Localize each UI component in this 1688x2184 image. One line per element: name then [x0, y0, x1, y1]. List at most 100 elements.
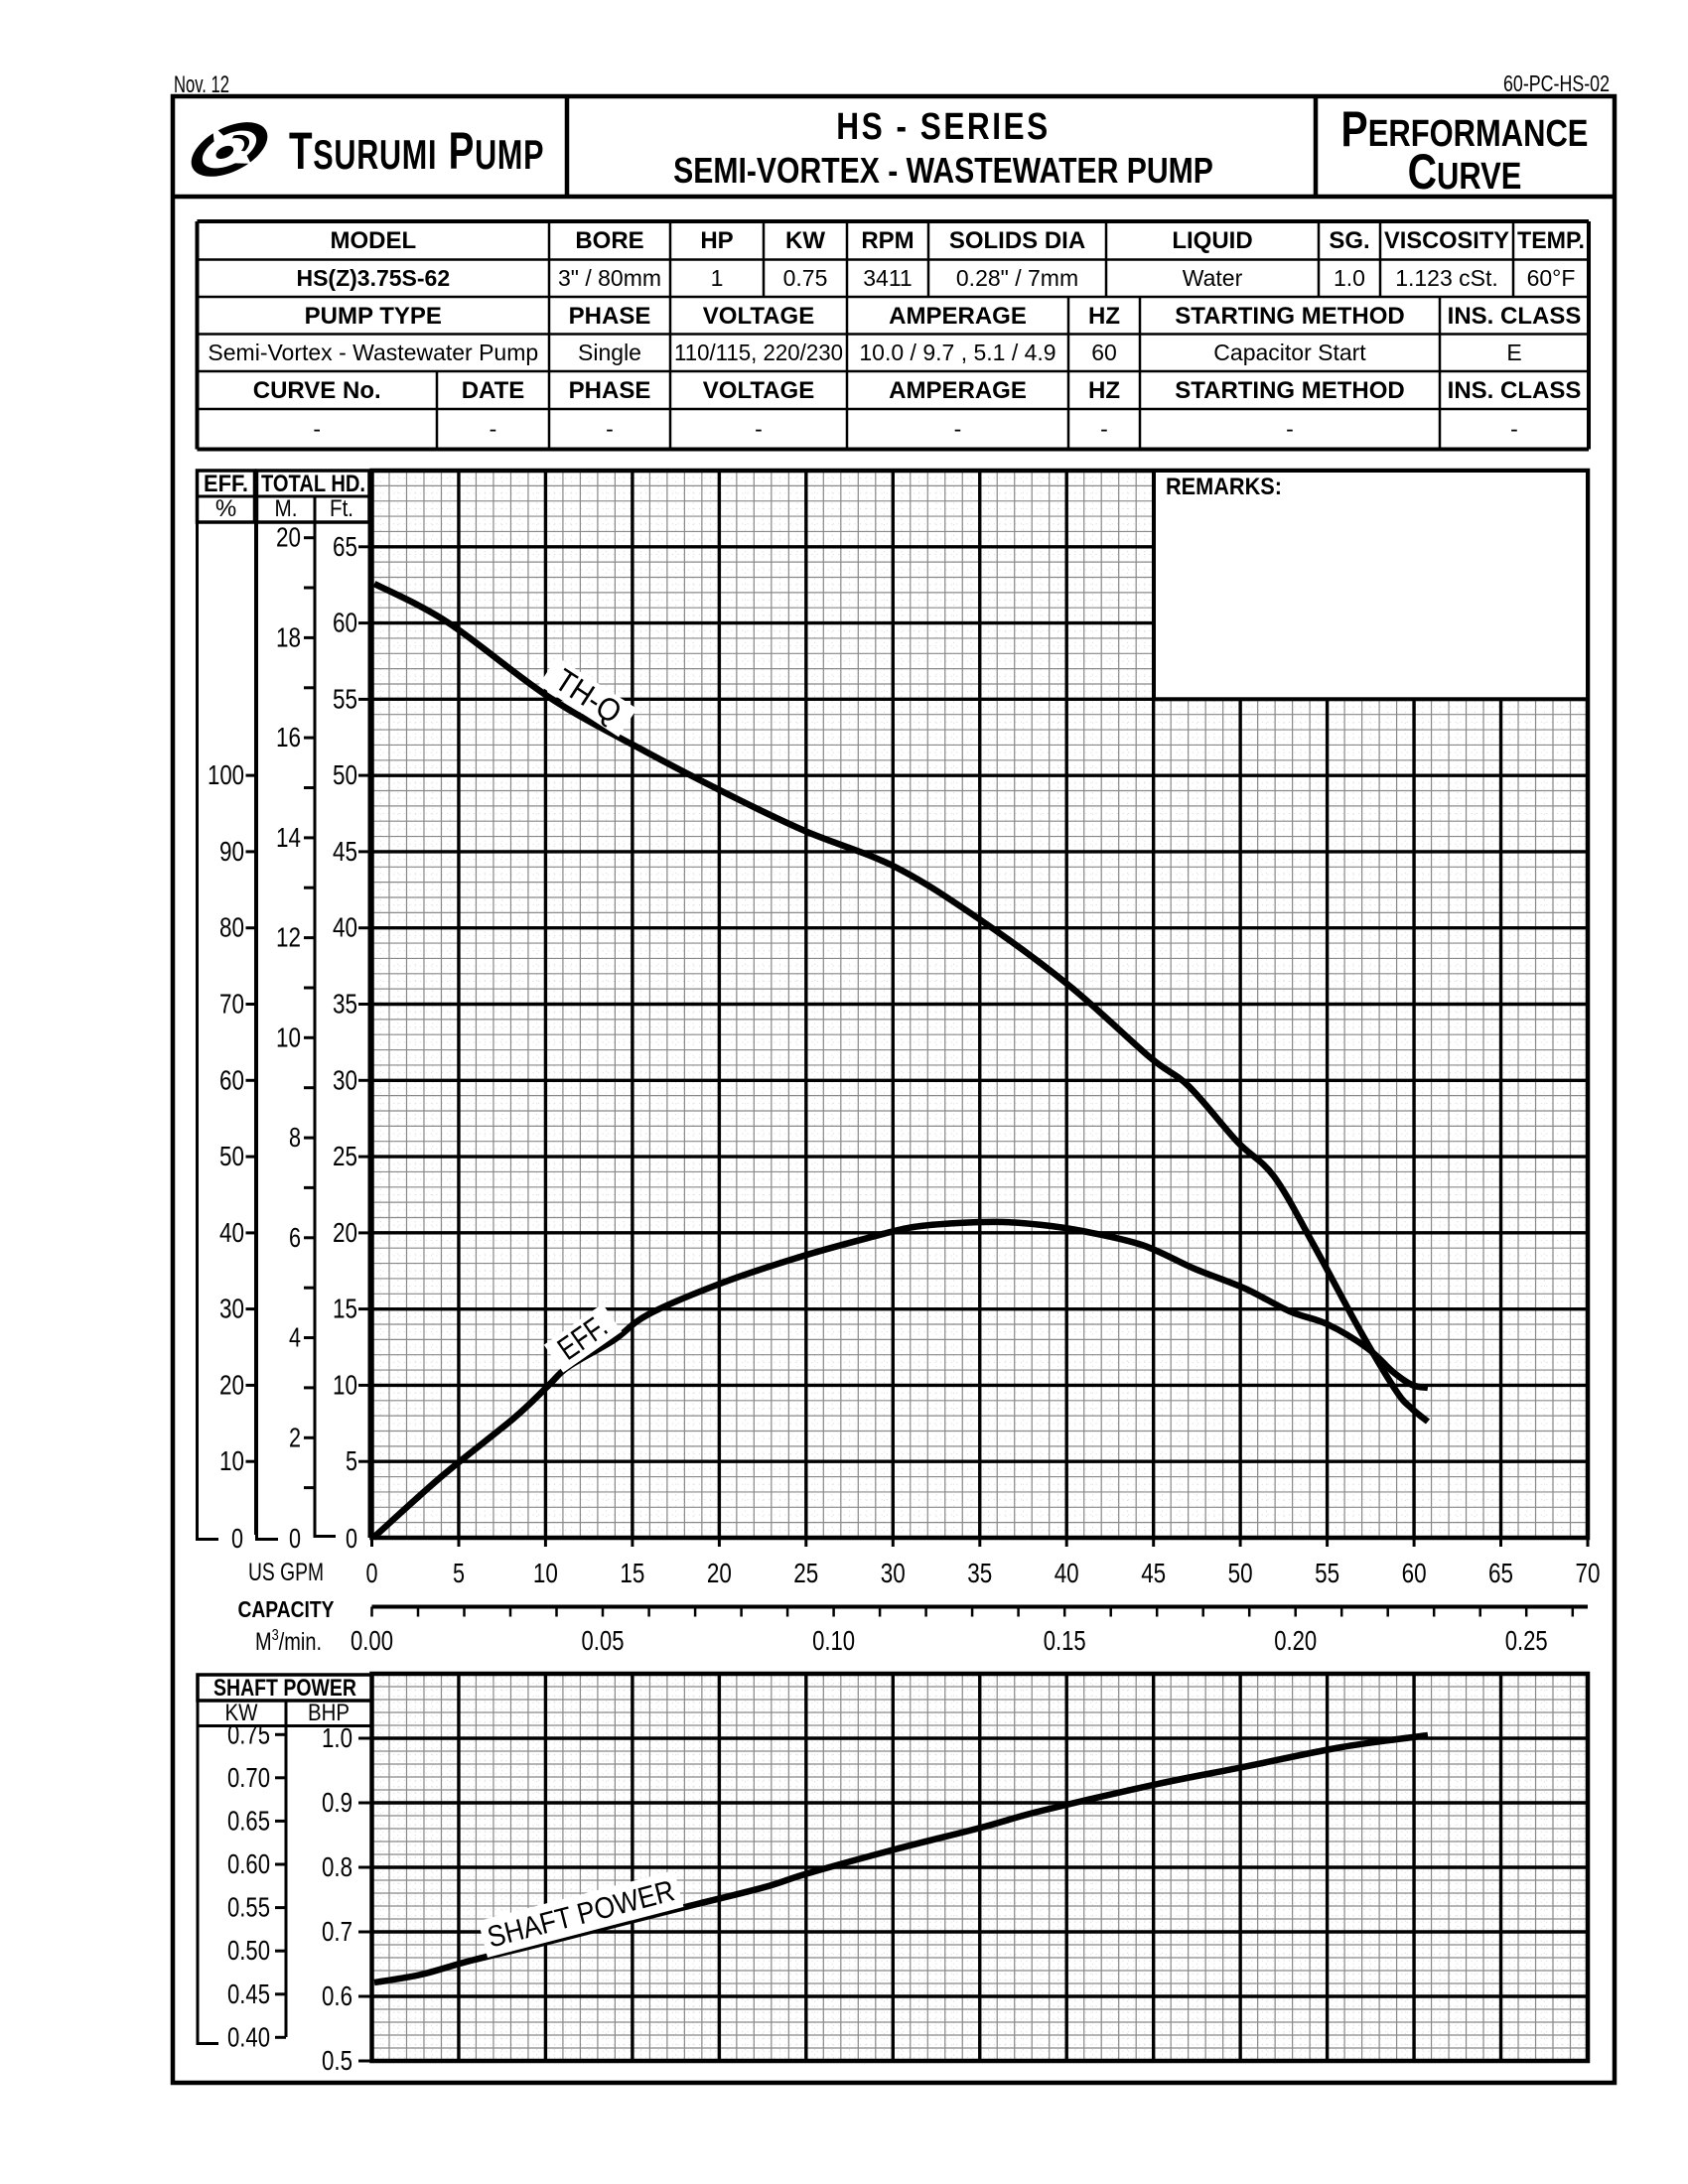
svg-text:STARTING METHOD: STARTING METHOD [1175, 303, 1405, 330]
svg-text:20: 20 [219, 1369, 244, 1400]
svg-text:40: 40 [1055, 1558, 1079, 1588]
svg-text:-: - [490, 416, 497, 442]
svg-text:EFF.: EFF. [204, 471, 248, 497]
svg-text:SOLIDS DIA: SOLIDS DIA [949, 227, 1085, 254]
svg-text:CURVE: CURVE [1408, 144, 1522, 200]
svg-text:55: 55 [1315, 1558, 1339, 1588]
svg-text:6: 6 [289, 1222, 301, 1253]
svg-text:5: 5 [453, 1558, 465, 1588]
svg-text:TSURUMI PUMP: TSURUMI PUMP [289, 121, 544, 180]
svg-text:-: - [1100, 416, 1108, 442]
svg-text:5: 5 [346, 1445, 357, 1476]
svg-text:100: 100 [208, 759, 244, 790]
svg-text:0.45: 0.45 [227, 1979, 270, 2009]
svg-text:25: 25 [333, 1141, 357, 1171]
svg-text:0.28" / 7mm: 0.28" / 7mm [956, 265, 1078, 291]
svg-text:3" / 80mm: 3" / 80mm [558, 265, 661, 291]
svg-text:SG.: SG. [1329, 227, 1369, 254]
svg-text:-: - [313, 416, 321, 442]
svg-text:40: 40 [333, 912, 357, 943]
svg-text:4: 4 [289, 1322, 301, 1353]
svg-text:0.40: 0.40 [227, 2021, 270, 2052]
svg-text:20: 20 [333, 1217, 357, 1248]
svg-text:KW: KW [785, 227, 825, 254]
svg-text:AMPERAGE: AMPERAGE [889, 377, 1027, 404]
svg-text:-: - [606, 416, 614, 442]
svg-text:HZ: HZ [1088, 377, 1120, 404]
svg-text:AMPERAGE: AMPERAGE [889, 303, 1027, 330]
svg-text:CURVE No.: CURVE No. [253, 377, 381, 404]
svg-text:RPM: RPM [861, 227, 914, 254]
svg-text:0.75: 0.75 [227, 1718, 270, 1749]
svg-text:45: 45 [333, 836, 357, 867]
svg-text:0: 0 [231, 1523, 243, 1554]
svg-text:0.8: 0.8 [322, 1851, 352, 1882]
svg-text:0.15: 0.15 [1044, 1625, 1086, 1656]
svg-text:15: 15 [620, 1558, 644, 1588]
svg-text:Single: Single [578, 340, 641, 365]
svg-text:1.123 cSt.: 1.123 cSt. [1395, 265, 1498, 291]
svg-text:Water: Water [1183, 265, 1243, 291]
svg-text:0: 0 [346, 1523, 357, 1554]
svg-text:30: 30 [881, 1558, 906, 1588]
svg-text:10: 10 [276, 1022, 301, 1052]
svg-text:0.65: 0.65 [227, 1805, 270, 1836]
svg-text:0: 0 [289, 1523, 301, 1554]
svg-text:40: 40 [219, 1217, 244, 1248]
svg-text:US GPM: US GPM [248, 1559, 324, 1586]
svg-text:DATE: DATE [462, 377, 525, 404]
svg-text:60: 60 [333, 608, 357, 638]
svg-text:10: 10 [219, 1445, 244, 1476]
svg-text:%: % [215, 495, 236, 522]
svg-text:14: 14 [276, 822, 301, 853]
svg-text:110/115, 220/230: 110/115, 220/230 [674, 340, 843, 365]
svg-text:8: 8 [289, 1122, 301, 1153]
svg-text:0.25: 0.25 [1505, 1625, 1548, 1656]
svg-text:STARTING METHOD: STARTING METHOD [1175, 377, 1405, 404]
svg-text:Nov. 12: Nov. 12 [174, 71, 229, 98]
svg-text:HS(Z)3.75S-62: HS(Z)3.75S-62 [296, 265, 450, 291]
svg-text:90: 90 [219, 836, 244, 867]
svg-text:PHASE: PHASE [569, 303, 651, 330]
svg-text:60: 60 [1091, 340, 1117, 365]
svg-text:HS - SERIES: HS - SERIES [836, 105, 1050, 147]
svg-text:1.0: 1.0 [1334, 265, 1365, 291]
svg-text:20: 20 [707, 1558, 732, 1588]
svg-text:SHAFT POWER: SHAFT POWER [213, 1675, 356, 1702]
svg-text:35: 35 [333, 989, 357, 1020]
svg-text:10.0 / 9.7 , 5.1 / 4.9: 10.0 / 9.7 , 5.1 / 4.9 [859, 340, 1055, 365]
svg-text:65: 65 [333, 531, 357, 562]
svg-text:SEMI-VORTEX - WASTEWATER PUMP: SEMI-VORTEX - WASTEWATER PUMP [673, 152, 1213, 192]
svg-text:0.6: 0.6 [322, 1980, 352, 2011]
svg-text:60: 60 [219, 1064, 244, 1095]
svg-text:0.75: 0.75 [783, 265, 828, 291]
svg-text:0.60: 0.60 [227, 1848, 270, 1879]
svg-text:0: 0 [366, 1558, 378, 1588]
svg-text:KW: KW [225, 1700, 258, 1726]
svg-text:HP: HP [700, 227, 733, 254]
svg-text:80: 80 [219, 912, 244, 943]
svg-text:HZ: HZ [1088, 303, 1120, 330]
svg-text:0.05: 0.05 [582, 1625, 625, 1656]
svg-text:Ft.: Ft. [330, 495, 353, 522]
svg-text:-: - [954, 416, 962, 442]
svg-text:CAPACITY: CAPACITY [238, 1596, 335, 1622]
svg-text:VOLTAGE: VOLTAGE [703, 377, 814, 404]
svg-text:10: 10 [333, 1369, 357, 1400]
svg-text:10: 10 [533, 1558, 558, 1588]
svg-text:0.9: 0.9 [322, 1787, 352, 1818]
svg-text:18: 18 [276, 621, 301, 652]
svg-text:VOLTAGE: VOLTAGE [703, 303, 814, 330]
svg-text:20: 20 [276, 522, 301, 553]
svg-text:50: 50 [1228, 1558, 1253, 1588]
svg-text:PUMP TYPE: PUMP TYPE [305, 303, 442, 330]
svg-text:MODEL: MODEL [330, 227, 416, 254]
svg-text:BORE: BORE [575, 227, 643, 254]
svg-text:M3/min.: M3/min. [255, 1627, 322, 1656]
svg-text:PHASE: PHASE [569, 377, 651, 404]
svg-text:0.00: 0.00 [351, 1625, 393, 1656]
svg-text:30: 30 [333, 1064, 357, 1095]
svg-text:0.5: 0.5 [322, 2045, 352, 2076]
svg-text:60-PC-HS-02: 60-PC-HS-02 [1503, 70, 1610, 96]
svg-text:0.7: 0.7 [322, 1916, 352, 1947]
